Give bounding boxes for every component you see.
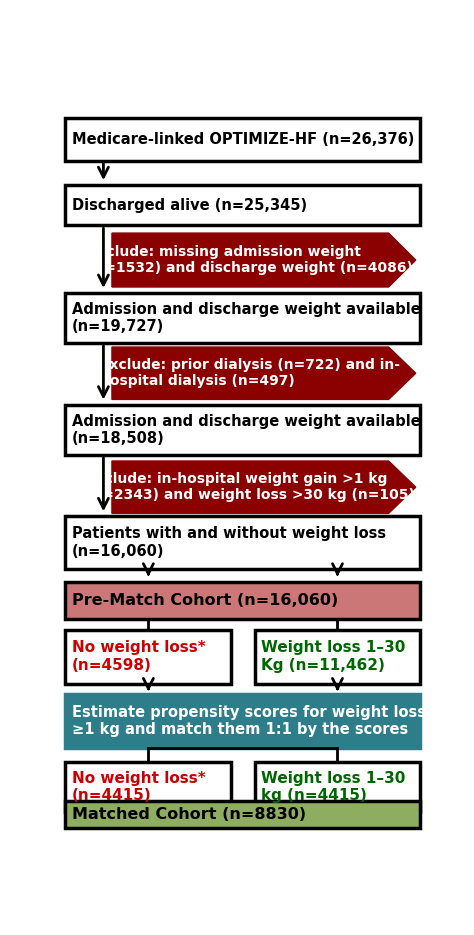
Text: Weight loss 1–30
kg (n=4415): Weight loss 1–30 kg (n=4415) [261, 770, 405, 803]
Text: Exclude: prior dialysis (n=722) and in-
hospital dialysis (n=497): Exclude: prior dialysis (n=722) and in- … [100, 358, 400, 388]
Text: Weight loss 1–30
Kg (n=11,462): Weight loss 1–30 Kg (n=11,462) [261, 640, 405, 673]
Text: Matched Cohort (n=8830): Matched Cohort (n=8830) [72, 807, 306, 822]
FancyBboxPatch shape [65, 294, 420, 343]
Text: Pre-Match Cohort (n=16,060): Pre-Match Cohort (n=16,060) [72, 593, 338, 608]
FancyBboxPatch shape [255, 762, 420, 813]
FancyBboxPatch shape [65, 119, 420, 161]
FancyBboxPatch shape [65, 762, 231, 813]
FancyBboxPatch shape [65, 695, 420, 748]
Polygon shape [112, 347, 416, 399]
FancyBboxPatch shape [65, 405, 420, 454]
Text: Discharged alive (n=25,345): Discharged alive (n=25,345) [72, 198, 307, 213]
Text: Estimate propensity scores for weight loss
≥1 kg and match them 1:1 by the score: Estimate propensity scores for weight lo… [72, 705, 426, 738]
Text: Patients with and without weight loss
(n=16,060): Patients with and without weight loss (n… [72, 526, 386, 559]
Text: Admission and discharge weight available
(n=19,727): Admission and discharge weight available… [72, 302, 420, 335]
Text: Medicare-linked OPTIMIZE-HF (n=26,376): Medicare-linked OPTIMIZE-HF (n=26,376) [72, 132, 414, 147]
FancyBboxPatch shape [65, 185, 420, 225]
FancyBboxPatch shape [65, 800, 420, 828]
Text: Exclude: missing admission weight
(n=1532) and discharge weight (n=4086): Exclude: missing admission weight (n=153… [88, 245, 413, 275]
FancyBboxPatch shape [65, 516, 420, 568]
FancyBboxPatch shape [65, 582, 420, 619]
Text: Admission and discharge weight available
(n=18,508): Admission and discharge weight available… [72, 413, 420, 446]
FancyBboxPatch shape [65, 629, 231, 683]
Polygon shape [112, 461, 416, 513]
Text: No weight loss*
(n=4415): No weight loss* (n=4415) [72, 770, 205, 803]
Text: Exclude: in-hospital weight gain >1 kg
(n=2343) and weight loss >30 kg (n=105): Exclude: in-hospital weight gain >1 kg (… [86, 472, 415, 502]
Text: No weight loss*
(n=4598): No weight loss* (n=4598) [72, 640, 205, 673]
FancyBboxPatch shape [255, 629, 420, 683]
Polygon shape [112, 233, 416, 287]
